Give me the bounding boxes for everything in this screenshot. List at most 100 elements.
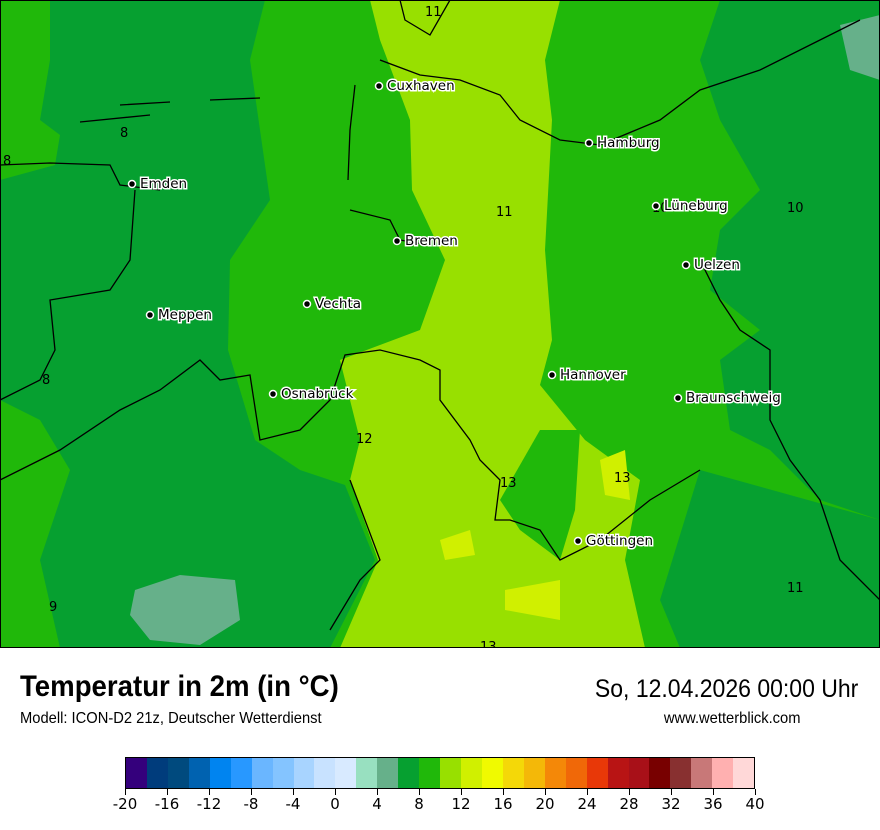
legend-tick <box>376 789 378 795</box>
city-label: Braunschweig <box>686 390 781 406</box>
legend-swatch <box>356 758 378 788</box>
borders <box>0 0 880 631</box>
legend-tick-label: 0 <box>330 795 340 813</box>
legend-swatch <box>628 758 650 788</box>
legend-swatch <box>670 758 692 788</box>
legend-swatch <box>188 758 210 788</box>
legend-tick-label: 32 <box>661 795 681 813</box>
city-emden: Emden <box>127 175 189 194</box>
city-dot <box>302 299 312 309</box>
city-lüneburg: Lüneburg <box>651 197 729 216</box>
zone-12-14 <box>440 450 630 620</box>
legend-swatch <box>146 758 168 788</box>
city-hamburg: Hamburg <box>584 134 661 153</box>
legend-swatch <box>419 758 441 788</box>
svg-text:8: 8 <box>120 126 128 141</box>
legend-swatch <box>586 758 608 788</box>
svg-text:12: 12 <box>356 432 373 447</box>
legend-swatch <box>523 758 545 788</box>
svg-text:11: 11 <box>787 581 804 596</box>
city-bremen: Bremen <box>392 232 459 251</box>
legend-tick-label: -16 <box>154 795 180 813</box>
city-dot <box>681 260 691 270</box>
legend-tick-label: 4 <box>372 795 382 813</box>
legend-tick <box>460 789 462 795</box>
color-legend <box>125 757 755 789</box>
legend-swatch <box>126 758 147 788</box>
legend-tick <box>292 789 294 795</box>
legend-swatch <box>251 758 273 788</box>
city-label: Bremen <box>405 233 458 249</box>
legend-tick-label: -12 <box>196 795 222 813</box>
website-link[interactable]: www.wetterblick.com <box>663 710 800 727</box>
legend-tick <box>628 789 630 795</box>
legend-tick <box>208 789 210 795</box>
legend-swatch <box>712 758 734 788</box>
legend-swatch <box>398 758 420 788</box>
legend-tick <box>418 789 420 795</box>
legend-ticks: -20 -16 -12 -8 -4 0 4 8 12 16 20 24 28 32 36 40 <box>113 789 765 819</box>
city-dot <box>392 236 402 246</box>
city-göttingen: Göttingen <box>573 532 655 551</box>
city-label: Emden <box>140 176 187 192</box>
city-osnabrück: Osnabrück <box>268 385 355 404</box>
legend-tick <box>712 789 714 795</box>
legend-tick <box>334 789 336 795</box>
city-label: Cuxhaven <box>387 78 455 94</box>
city-dot <box>573 536 583 546</box>
svg-text:9: 9 <box>49 600 57 615</box>
city-cuxhaven: Cuxhaven <box>374 77 456 96</box>
legend-swatch <box>607 758 629 788</box>
city-label: Hannover <box>560 367 626 383</box>
legend-tick <box>124 789 126 795</box>
zone-8-10-inner <box>500 430 580 560</box>
legend-tick <box>544 789 546 795</box>
legend-swatch <box>272 758 294 788</box>
svg-text:13: 13 <box>500 476 517 491</box>
legend-tick <box>670 789 672 795</box>
legend-swatch <box>481 758 503 788</box>
city-label: Osnabrück <box>281 386 354 402</box>
legend-tick <box>250 789 252 795</box>
legend-swatch <box>691 758 713 788</box>
city-markers: Cuxhaven Hamburg Emden Lüneburg Bremen Uelzen… <box>127 77 782 551</box>
svg-text:11: 11 <box>425 5 442 20</box>
legend-tick <box>754 789 756 795</box>
svg-text:8: 8 <box>3 154 11 169</box>
legend-tick-label: -8 <box>243 795 259 813</box>
zone-6-8-west <box>0 0 375 648</box>
legend-tick-label: 16 <box>493 795 513 813</box>
city-label: Meppen <box>158 307 212 323</box>
legend-tick-label: 28 <box>619 795 639 813</box>
city-meppen: Meppen <box>145 306 213 325</box>
city-dot <box>268 389 278 399</box>
svg-text:13: 13 <box>480 640 497 648</box>
legend-tick-label: 36 <box>703 795 723 813</box>
legend-tick-label: 24 <box>577 795 597 813</box>
legend-tick-label: -4 <box>285 795 301 813</box>
svg-text:13: 13 <box>614 471 631 486</box>
legend-swatch <box>502 758 524 788</box>
zone-4-6 <box>130 15 880 645</box>
legend-swatch <box>293 758 315 788</box>
legend-tick-label: -20 <box>112 795 138 813</box>
legend-tick <box>166 789 168 795</box>
legend-swatch <box>230 758 252 788</box>
city-dot <box>651 201 661 211</box>
legend-swatch <box>440 758 461 788</box>
model-info: Modell: ICON-D2 21z, Deutscher Wetterdie… <box>20 710 322 727</box>
city-braunschweig: Braunschweig <box>673 389 782 408</box>
city-uelzen: Uelzen <box>681 256 741 275</box>
city-dot <box>673 393 683 403</box>
svg-text:8: 8 <box>42 373 50 388</box>
contour-labels: 11 8 8 11 10 10 8 12 13 13 9 11 13 <box>3 5 804 648</box>
city-label: Vechta <box>315 296 361 312</box>
city-dot <box>145 310 155 320</box>
legend-swatch <box>733 758 755 788</box>
city-label: Uelzen <box>694 257 740 273</box>
legend-swatch <box>649 758 671 788</box>
city-label: Lüneburg <box>664 198 728 214</box>
svg-text:11: 11 <box>496 205 513 220</box>
legend-swatch <box>314 758 336 788</box>
legend-swatch <box>544 758 566 788</box>
